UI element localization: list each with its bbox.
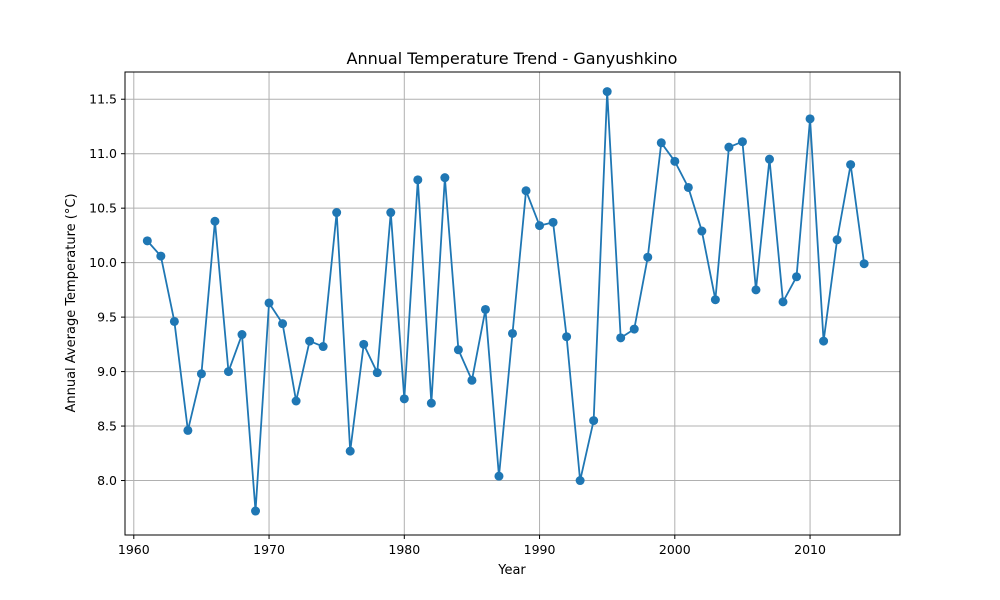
data-point-marker — [778, 297, 788, 307]
data-point-marker — [156, 251, 166, 261]
data-point-marker — [792, 272, 802, 282]
data-point-marker — [467, 375, 477, 385]
data-point-marker — [264, 298, 274, 308]
data-point-marker — [724, 142, 734, 152]
series-layer — [142, 87, 869, 516]
data-point-marker — [453, 345, 463, 355]
data-point-marker — [656, 138, 666, 148]
y-tick-label: 8.5 — [97, 419, 117, 434]
data-point-marker — [521, 186, 531, 196]
data-point-marker — [589, 416, 599, 426]
data-point-marker — [643, 252, 653, 262]
data-point-marker — [223, 367, 233, 377]
data-point-marker — [345, 446, 355, 456]
y-tick-label: 9.0 — [97, 364, 117, 379]
data-point-marker — [616, 333, 626, 343]
y-tick-label: 10.5 — [89, 201, 117, 216]
axes-layer: 1960 1970 1980 1990 2000 2010 8.0 8.5 9.0 9.5 10.0… — [89, 71, 901, 557]
y-tick-label: 9.5 — [97, 310, 117, 325]
data-point-marker — [440, 173, 450, 183]
data-point-marker — [142, 236, 152, 246]
data-point-marker — [819, 336, 829, 346]
data-point-marker — [278, 319, 288, 329]
data-point-marker — [697, 226, 707, 236]
data-point-marker — [413, 175, 423, 185]
data-point-marker — [305, 336, 315, 346]
data-point-marker — [575, 476, 585, 486]
data-point-marker — [805, 114, 815, 124]
y-axis-label: Annual Average Temperature (°C) — [64, 193, 79, 412]
data-point-marker — [372, 368, 382, 378]
data-point-marker — [629, 324, 639, 334]
y-tick-label: 10.0 — [89, 255, 117, 270]
data-point-marker — [251, 506, 261, 516]
data-point-marker — [764, 154, 774, 164]
data-point-marker — [291, 396, 301, 406]
x-tick-label: 1970 — [253, 542, 285, 557]
y-tick-label: 11.0 — [89, 146, 117, 161]
data-point-marker — [683, 182, 693, 192]
x-tick-label: 2010 — [794, 542, 826, 557]
data-point-marker — [562, 332, 572, 342]
data-point-marker — [237, 330, 247, 340]
grid-layer — [125, 72, 900, 535]
data-point-marker — [846, 160, 856, 170]
axes-frame — [124, 71, 901, 536]
x-tick-label: 2000 — [659, 542, 691, 557]
data-point-marker — [494, 471, 504, 481]
x-axis-label: Year — [497, 563, 526, 578]
data-point-marker — [169, 316, 179, 326]
y-tick-label: 11.5 — [89, 92, 117, 107]
data-point-marker — [399, 394, 409, 404]
data-point-marker — [670, 156, 680, 166]
data-point-marker — [602, 87, 612, 97]
data-point-marker — [386, 208, 396, 218]
data-point-marker — [751, 285, 761, 295]
data-point-marker — [332, 208, 342, 218]
data-point-marker — [710, 295, 720, 305]
data-point-marker — [548, 217, 558, 227]
x-tick-label: 1960 — [118, 542, 150, 557]
y-tick-label: 8.0 — [97, 473, 117, 488]
data-point-marker — [426, 398, 436, 408]
x-tick-label: 1990 — [524, 542, 556, 557]
data-point-marker — [508, 328, 517, 338]
data-point-marker — [359, 339, 369, 349]
series-line — [146, 90, 866, 512]
data-point-marker — [183, 425, 193, 435]
data-point-marker — [480, 304, 490, 314]
data-point-marker — [535, 221, 545, 231]
data-point-marker — [196, 369, 206, 379]
data-point-marker — [737, 137, 747, 147]
data-point-marker — [318, 342, 328, 352]
data-point-marker — [210, 216, 220, 226]
chart-title: Annual Temperature Trend - Ganyushkino — [347, 49, 678, 68]
x-tick-label: 1980 — [388, 542, 420, 557]
data-point-marker — [832, 235, 842, 245]
data-point-marker — [859, 259, 869, 269]
